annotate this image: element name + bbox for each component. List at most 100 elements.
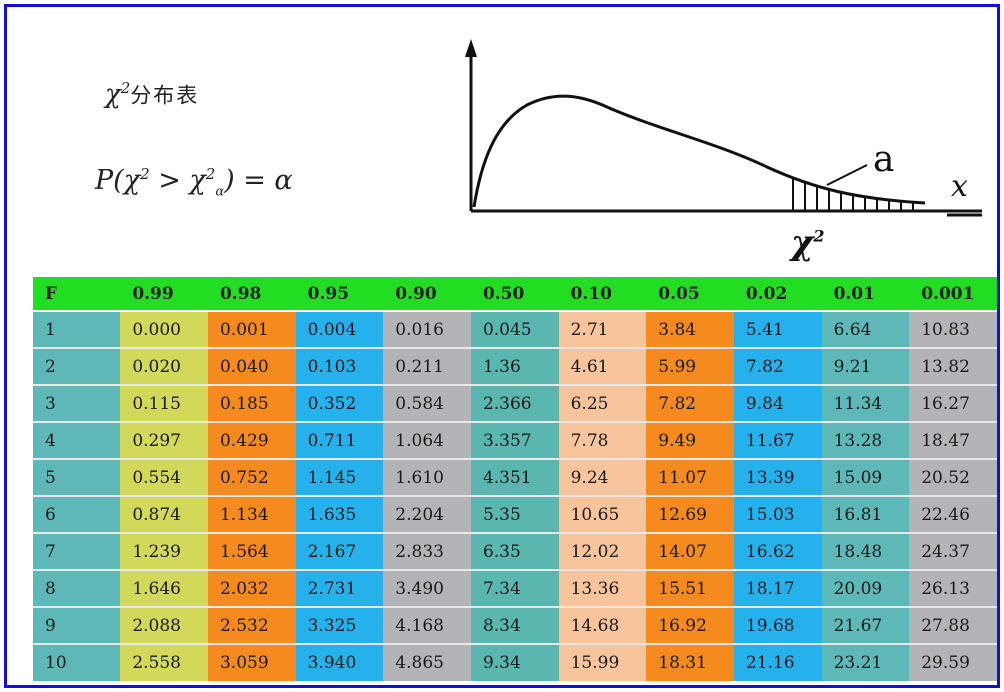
x-axis-label: x [951, 169, 968, 204]
value-cell: 0.016 [383, 311, 471, 349]
df-cell: 6 [33, 496, 121, 534]
header-alpha: 0.001 [909, 277, 997, 312]
value-cell: 18.31 [646, 644, 734, 681]
value-cell: 0.711 [295, 422, 384, 460]
value-cell: 3.357 [470, 422, 559, 460]
df-cell: 9 [33, 607, 121, 645]
df-cell: 7 [33, 533, 121, 571]
value-cell: 0.752 [207, 459, 296, 497]
density-curve [472, 94, 926, 208]
value-cell: 0.115 [120, 385, 208, 423]
value-cell: 7.82 [733, 348, 822, 386]
value-cell: 7.82 [646, 385, 734, 423]
value-cell: 2.731 [295, 570, 384, 608]
table-row: 2 0.020 0.040 0.103 0.211 1.36 4.61 5.99 7.82 9.2… [33, 348, 997, 386]
value-cell: 0.020 [120, 348, 208, 386]
value-cell: 26.13 [909, 570, 997, 608]
df-cell: 5 [33, 459, 121, 497]
value-cell: 15.51 [646, 570, 734, 608]
chi-square-density-diagram [465, 39, 982, 217]
value-cell: 16.92 [646, 607, 734, 645]
critical-value-label: χ2 [791, 223, 825, 263]
value-cell: 13.36 [558, 570, 647, 608]
value-cell: 12.69 [646, 496, 734, 534]
value-cell: 10.65 [558, 496, 647, 534]
value-cell: 29.59 [909, 644, 997, 681]
value-cell: 0.297 [120, 422, 208, 460]
value-cell: 5.41 [733, 311, 822, 349]
value-cell: 21.67 [821, 607, 910, 645]
value-cell: 11.34 [821, 385, 910, 423]
value-cell: 1.239 [120, 533, 208, 571]
value-cell: 4.351 [470, 459, 559, 497]
value-cell: 14.68 [558, 607, 647, 645]
value-cell: 2.833 [383, 533, 471, 571]
value-cell: 18.17 [733, 570, 822, 608]
value-cell: 1.610 [383, 459, 471, 497]
value-cell: 0.103 [295, 348, 384, 386]
table-header-row: F 0.99 0.98 0.95 0.90 0.50 0.10 0.05 0.02 0.01 0.0… [33, 277, 997, 312]
value-cell: 20.09 [821, 570, 910, 608]
chi-square-table: F 0.99 0.98 0.95 0.90 0.50 0.10 0.05 0.02 0.01 0.0… [33, 277, 997, 681]
value-cell: 0.211 [383, 348, 471, 386]
header-alpha: 0.01 [821, 277, 910, 312]
value-cell: 1.36 [470, 348, 559, 386]
header-alpha: 0.99 [120, 277, 208, 312]
df-cell: 3 [33, 385, 121, 423]
table-row: 4 0.297 0.429 0.711 1.064 3.357 7.78 9.49 11.67 1… [33, 422, 997, 460]
value-cell: 2.71 [558, 311, 647, 349]
value-cell: 0.000 [120, 311, 208, 349]
value-cell: 9.24 [558, 459, 647, 497]
value-cell: 9.34 [470, 644, 559, 681]
header-alpha: 0.50 [470, 277, 559, 312]
table-row: 7 1.239 1.564 2.167 2.833 6.35 12.02 14.07 16.62… [33, 533, 997, 571]
value-cell: 7.78 [558, 422, 647, 460]
value-cell: 21.16 [733, 644, 822, 681]
header-alpha: 0.02 [733, 277, 822, 312]
table-row: 5 0.554 0.752 1.145 1.610 4.351 9.24 11.07 13.39… [33, 459, 997, 497]
value-cell: 6.64 [821, 311, 910, 349]
table-row: 1 0.000 0.001 0.004 0.016 0.045 2.71 3.84 5.41 6.… [33, 311, 997, 349]
value-cell: 6.35 [470, 533, 559, 571]
value-cell: 15.99 [558, 644, 647, 681]
value-cell: 16.27 [909, 385, 997, 423]
value-cell: 3.059 [207, 644, 296, 681]
value-cell: 0.584 [383, 385, 471, 423]
value-cell: 20.52 [909, 459, 997, 497]
value-cell: 0.874 [120, 496, 208, 534]
value-cell: 5.99 [646, 348, 734, 386]
value-cell: 2.204 [383, 496, 471, 534]
table-row: 8 1.646 2.032 2.731 3.490 7.34 13.36 15.51 18.17… [33, 570, 997, 608]
value-cell: 10.83 [909, 311, 997, 349]
value-cell: 6.25 [558, 385, 647, 423]
value-cell: 24.37 [909, 533, 997, 571]
table-row: 6 0.874 1.134 1.635 2.204 5.35 10.65 12.69 15.03… [33, 496, 997, 534]
table-row: 9 2.088 2.532 3.325 4.168 8.34 14.68 16.92 19.68… [33, 607, 997, 645]
header-alpha: 0.95 [295, 277, 384, 312]
df-cell: 2 [33, 348, 121, 386]
value-cell: 18.47 [909, 422, 997, 460]
header-alpha: 0.90 [383, 277, 471, 312]
alpha-label: a [873, 139, 895, 180]
value-cell: 1.635 [295, 496, 384, 534]
value-cell: 5.35 [470, 496, 559, 534]
page-frame: χ2分布表 P(χ2 > χ2α) = α a x χ2 [4, 4, 1000, 688]
value-cell: 13.82 [909, 348, 997, 386]
value-cell: 16.81 [821, 496, 910, 534]
value-cell: 0.045 [470, 311, 559, 349]
df-cell: 1 [33, 311, 121, 349]
table-row: 3 0.115 0.185 0.352 0.584 2.366 6.25 7.82 9.84 11… [33, 385, 997, 423]
df-cell: 10 [33, 644, 121, 681]
value-cell: 0.429 [207, 422, 296, 460]
value-cell: 15.09 [821, 459, 910, 497]
value-cell: 8.34 [470, 607, 559, 645]
value-cell: 2.558 [120, 644, 208, 681]
value-cell: 0.001 [207, 311, 296, 349]
value-cell: 27.88 [909, 607, 997, 645]
probability-formula: P(χ2 > χ2α) = α [95, 165, 293, 200]
value-cell: 11.07 [646, 459, 734, 497]
table-title: χ2分布表 [105, 79, 200, 110]
value-cell: 2.088 [120, 607, 208, 645]
table-body: 1 0.000 0.001 0.004 0.016 0.045 2.71 3.84 5.41 6.… [33, 311, 997, 681]
value-cell: 4.61 [558, 348, 647, 386]
